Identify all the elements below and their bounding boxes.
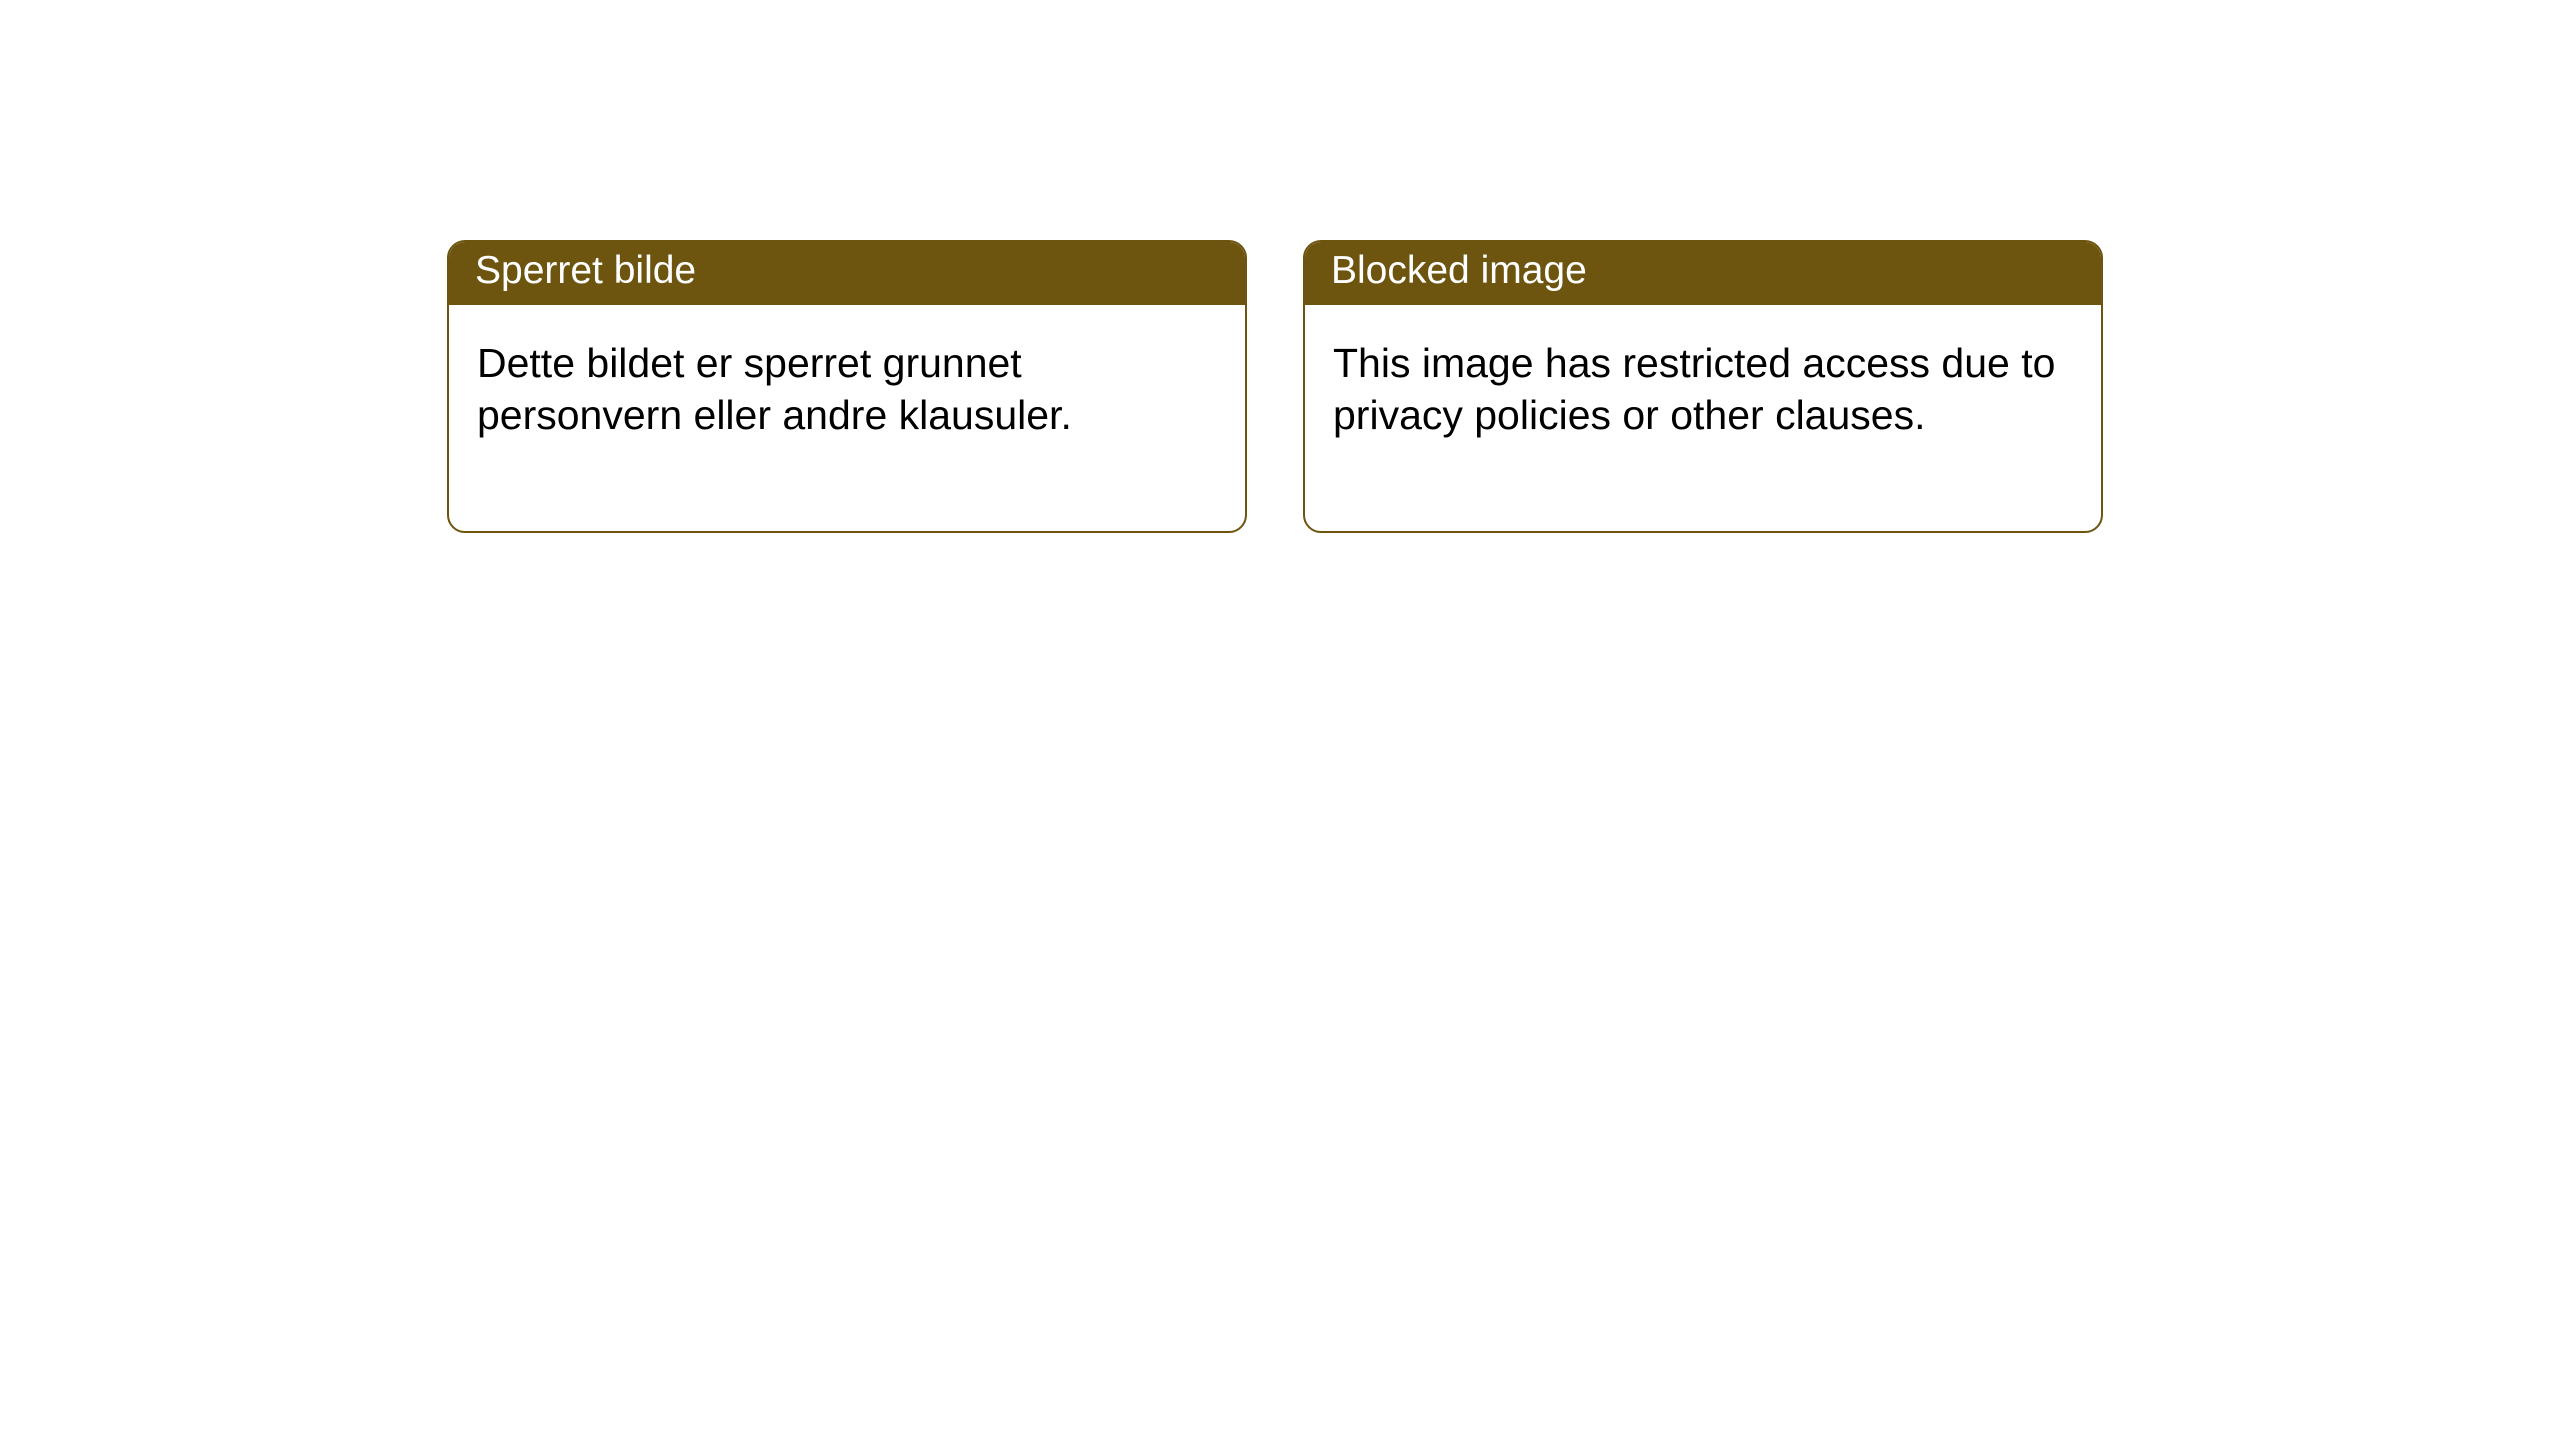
notice-body-norwegian: Dette bildet er sperret grunnet personve… xyxy=(449,305,1245,531)
notice-title-norwegian: Sperret bilde xyxy=(449,242,1245,305)
notice-container: Sperret bilde Dette bildet er sperret gr… xyxy=(447,240,2103,533)
notice-card-english: Blocked image This image has restricted … xyxy=(1303,240,2103,533)
notice-title-english: Blocked image xyxy=(1305,242,2101,305)
notice-card-norwegian: Sperret bilde Dette bildet er sperret gr… xyxy=(447,240,1247,533)
notice-body-english: This image has restricted access due to … xyxy=(1305,305,2101,531)
